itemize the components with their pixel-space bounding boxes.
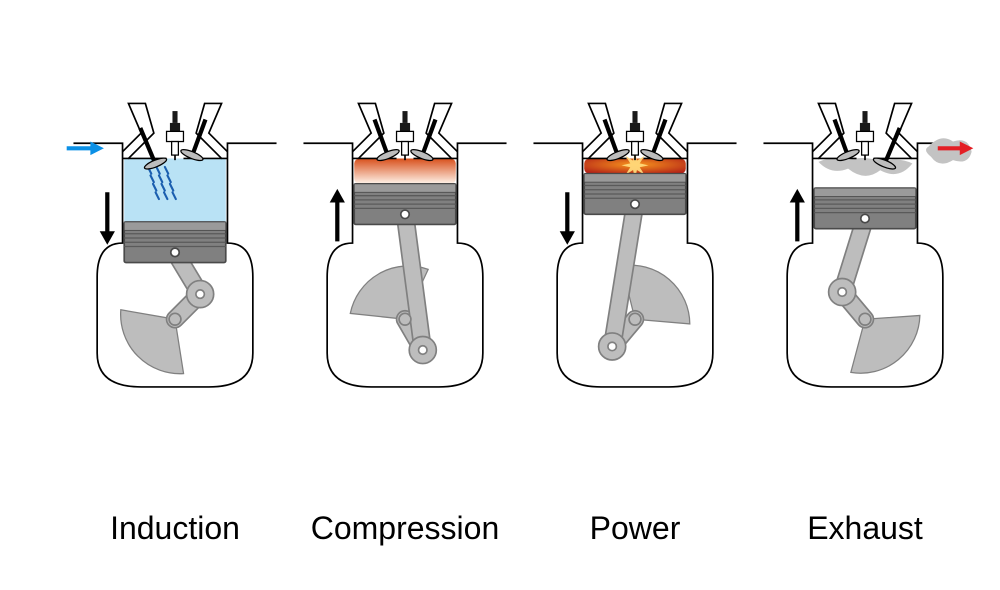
- stroke-label-power: Power: [525, 510, 745, 547]
- stroke-label-induction: Induction: [65, 510, 285, 547]
- stroke-label-compression: Compression: [295, 510, 515, 547]
- stroke-induction: [65, 70, 285, 455]
- stroke-label-exhaust: Exhaust: [755, 510, 975, 547]
- stroke-exhaust: [755, 70, 975, 455]
- stroke-power: [525, 70, 745, 455]
- stroke-compression: [295, 70, 515, 455]
